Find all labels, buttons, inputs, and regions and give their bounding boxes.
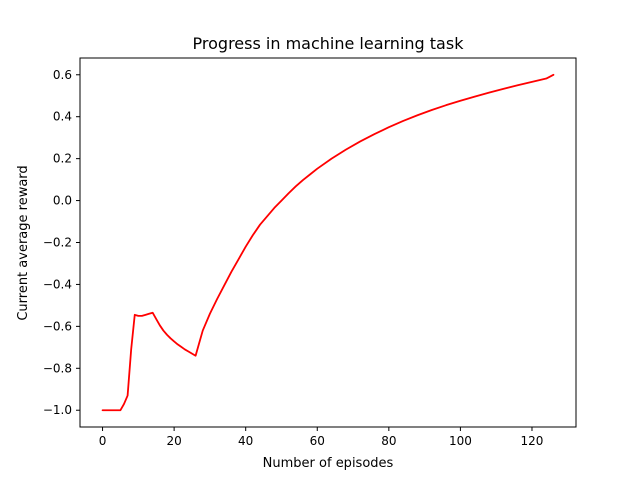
x-tick-label: 60 <box>310 434 325 448</box>
y-tick-label: −0.2 <box>43 236 72 250</box>
plot-area-frame <box>79 57 577 428</box>
chart-title: Progress in machine learning task <box>193 34 465 53</box>
y-axis-ticks: −1.0 −0.8 −0.6 −0.4 −0.2 0.0 0.2 0.4 0.6 <box>43 68 80 417</box>
y-tick-label: −0.4 <box>43 277 72 291</box>
x-tick-label: 0 <box>99 434 107 448</box>
y-tick-label: 0.6 <box>53 68 72 82</box>
y-tick-label: −0.8 <box>43 361 72 375</box>
x-axis-label: Number of episodes <box>263 456 394 471</box>
y-tick-label: −0.6 <box>43 319 72 333</box>
series-line-0 <box>101 73 555 412</box>
x-tick-label: 80 <box>381 434 396 448</box>
y-tick-label: 0.2 <box>53 152 72 166</box>
series-layer <box>101 73 555 412</box>
y-tick-label: 0.4 <box>53 110 72 124</box>
y-axis-label: Current average reward <box>16 165 31 320</box>
x-tick-label: 120 <box>521 434 544 448</box>
x-tick-label: 100 <box>449 434 472 448</box>
y-tick-label: 0.0 <box>53 194 72 208</box>
y-tick-label: −1.0 <box>43 403 72 417</box>
x-axis-ticks: 0 20 40 60 80 100 120 <box>99 427 544 448</box>
x-tick-label: 20 <box>166 434 181 448</box>
x-tick-label: 40 <box>238 434 253 448</box>
